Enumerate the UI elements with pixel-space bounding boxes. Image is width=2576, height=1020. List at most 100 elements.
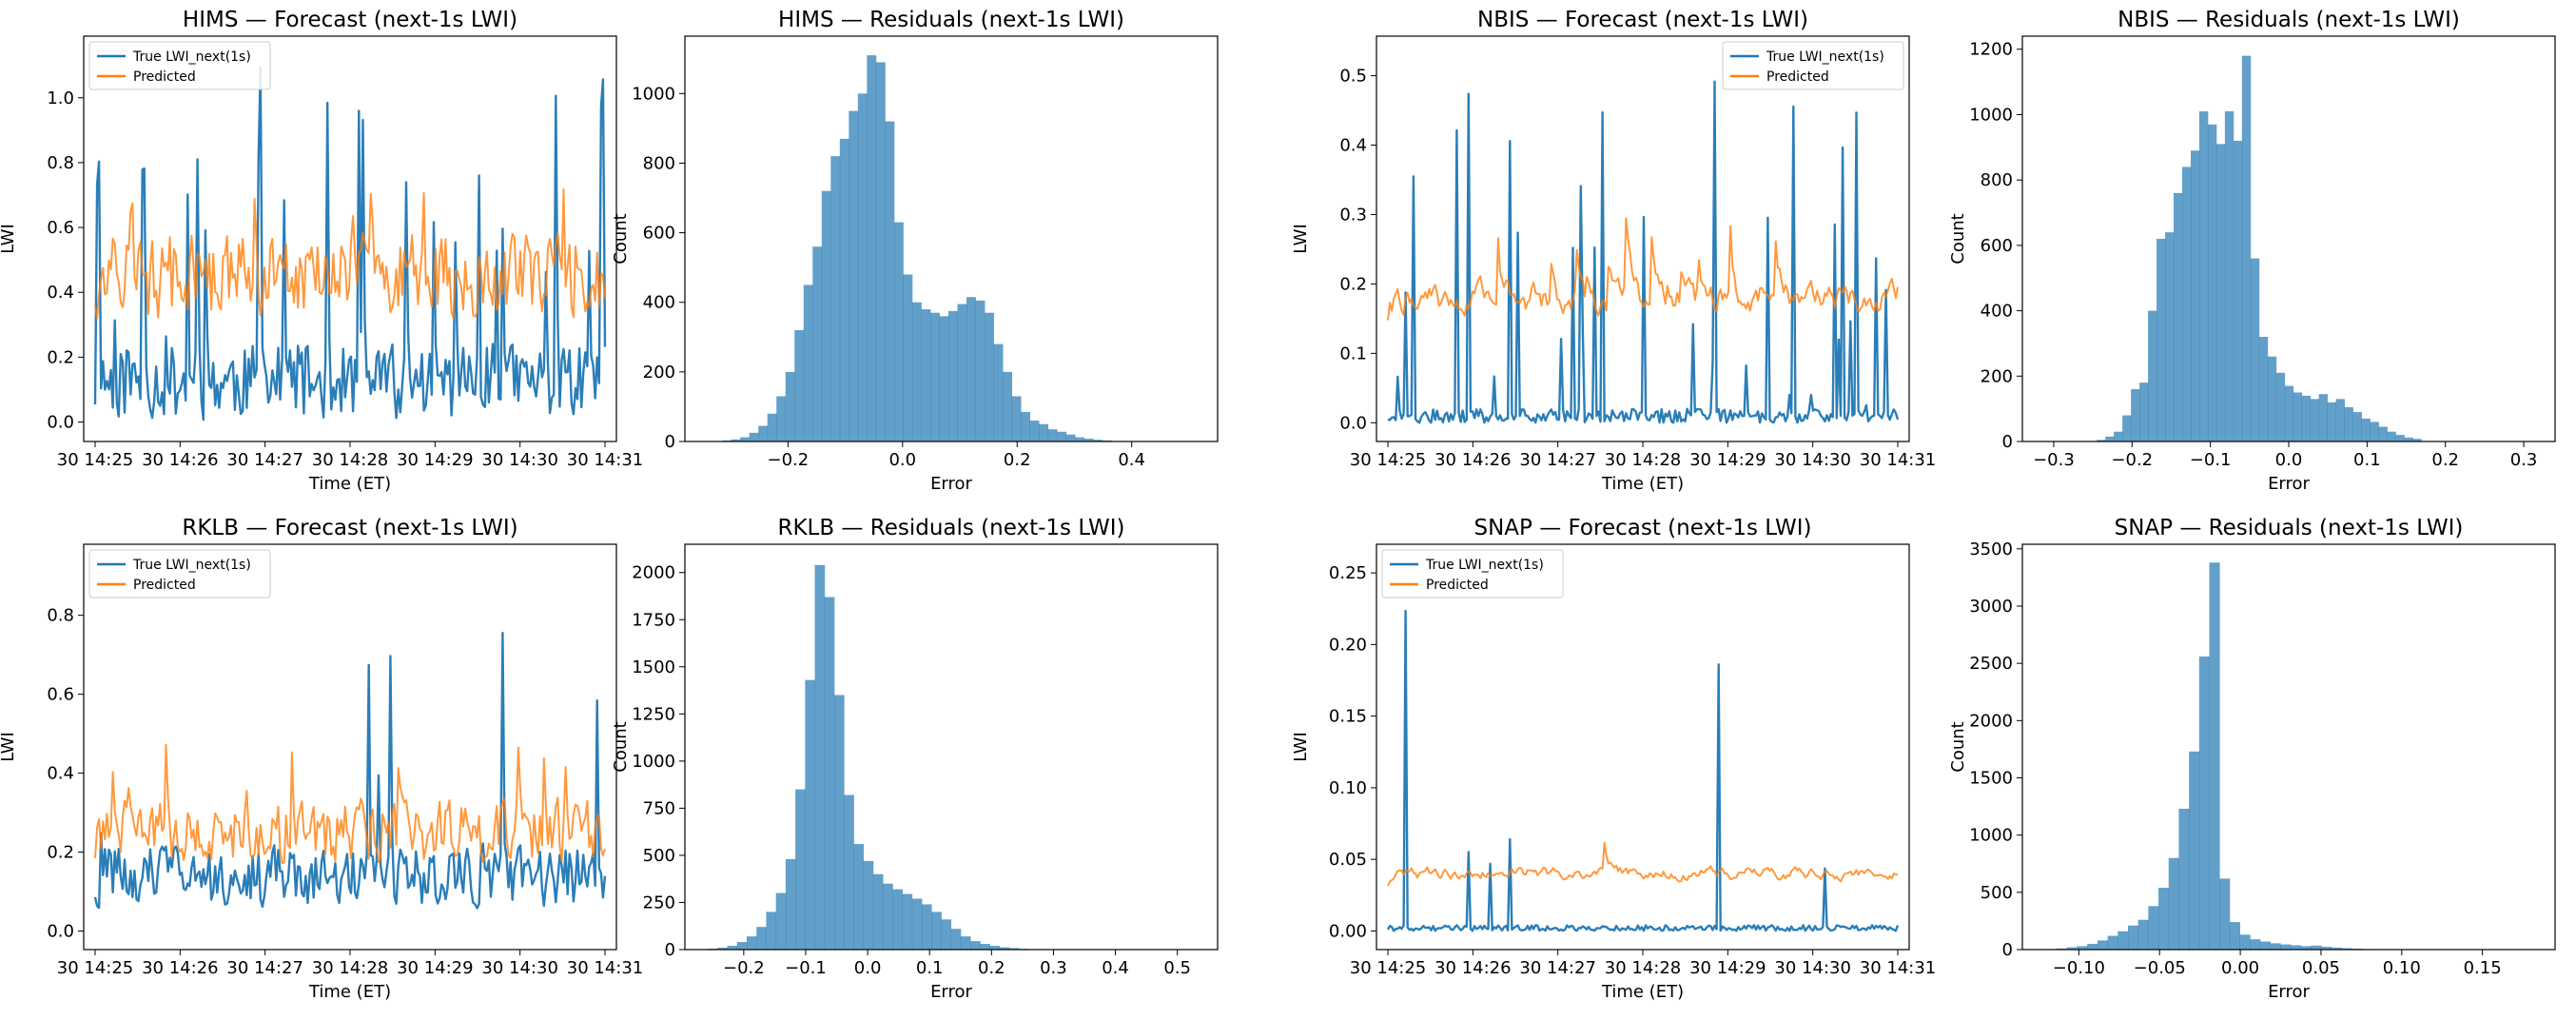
- histogram-bar: [2361, 418, 2371, 441]
- histogram-bar: [746, 936, 757, 950]
- x-tick-label: 30 14:31: [567, 958, 644, 978]
- legend: True LWI_next(1s) Predicted: [1722, 41, 1904, 90]
- histogram-bar: [2114, 431, 2123, 441]
- histogram-bar: [2318, 394, 2328, 441]
- histogram-bar: [2293, 392, 2303, 441]
- x-tick-label: −0.1: [785, 958, 827, 978]
- y-tick-label: 500: [1981, 883, 2013, 903]
- histogram-bar: [731, 439, 741, 441]
- x-tick-label: 30 14:30: [1774, 450, 1851, 470]
- histogram-bar: [903, 274, 913, 441]
- y-tick-label: 400: [1981, 302, 2013, 322]
- histogram-bar: [2258, 337, 2269, 441]
- legend-label: True LWI_next(1s): [1425, 558, 1544, 573]
- x-tick-label: 30 14:27: [1519, 450, 1596, 470]
- histogram-bar: [1011, 396, 1022, 441]
- y-tick-label: 0.0: [1339, 413, 1367, 433]
- y-tick-label: 2500: [1969, 654, 2013, 674]
- chart-6: SNAP — Forecast (next-1s LWI) 30 14:25 30 …: [1291, 516, 1936, 1002]
- y-tick-label: 2000: [632, 563, 675, 583]
- legend-label: Predicted: [1766, 69, 1829, 85]
- x-axis-label: Error: [2268, 982, 2310, 1002]
- legend-label: Predicted: [133, 69, 196, 85]
- histogram-bar: [1075, 437, 1085, 441]
- axes-frame: [684, 543, 1219, 951]
- x-tick-label: 30 14:31: [1860, 450, 1937, 470]
- histogram-bar: [929, 312, 940, 441]
- histogram-bar: [1039, 423, 1049, 441]
- y-tick-label: 0.0: [47, 922, 74, 942]
- y-axis-label: LWI: [1291, 732, 1311, 761]
- histogram-bar: [2241, 55, 2252, 442]
- legend-box: [88, 41, 271, 90]
- legend-label: Predicted: [1426, 578, 1489, 593]
- y-tick-label: 3000: [1969, 597, 2013, 617]
- x-tick-label: 30 14:26: [142, 450, 219, 470]
- x-tick-label: 30 14:30: [481, 958, 558, 978]
- histogram-bar: [2207, 124, 2217, 441]
- chart-title: HIMS — Forecast (next-1s LWI): [183, 8, 517, 32]
- y-tick-label: 600: [1981, 236, 2013, 256]
- histogram-bar: [970, 941, 981, 950]
- histogram-bar: [950, 929, 962, 950]
- x-axis-label: Error: [930, 474, 972, 494]
- x-tick-label: 30 14:31: [1860, 958, 1937, 978]
- histogram-bar: [749, 432, 759, 441]
- true-lwi-series-line: [93, 632, 607, 910]
- x-tick-label: 30 14:26: [1434, 958, 1512, 978]
- histogram-bar: [2097, 440, 2106, 441]
- x-tick-label: 0.0: [2275, 450, 2303, 470]
- histogram-bar: [2198, 111, 2209, 442]
- histogram-bar: [812, 246, 823, 441]
- histogram-bar: [1083, 439, 1094, 441]
- y-tick-label: 0.00: [1329, 921, 1367, 941]
- y-tick-label: 800: [643, 153, 675, 173]
- chart-5: RKLB — Residuals (next-1s LWI) −0.2 −0.1 0.…: [611, 516, 1219, 1002]
- histogram-bar: [839, 138, 849, 441]
- y-tick-label: 200: [643, 363, 675, 382]
- histogram-bar: [921, 309, 931, 441]
- y-tick-label: 0: [665, 940, 675, 960]
- histogram-bar: [1047, 429, 1058, 441]
- histogram-bar: [863, 860, 874, 950]
- histogram-bar: [2224, 111, 2234, 442]
- histogram-bar: [2139, 382, 2149, 441]
- histogram-bar: [1003, 371, 1012, 441]
- histogram-bar: [1065, 434, 1076, 441]
- histogram-bar: [2165, 232, 2175, 441]
- legend: True LWI_next(1s) Predicted: [88, 549, 271, 598]
- chart-title: NBIS — Residuals (next-1s LWI): [2117, 8, 2460, 32]
- histogram-bar: [883, 883, 893, 950]
- y-tick-label: 1500: [632, 657, 675, 677]
- x-tick-label: 0.0: [888, 450, 916, 470]
- x-axis-label: Time (ET): [1601, 982, 1684, 1002]
- x-tick-label: 0.00: [2221, 958, 2259, 978]
- chart-0: HIMS — Forecast (next-1s LWI) 30 14:25 30 …: [0, 8, 643, 494]
- histogram-bar: [2395, 435, 2405, 441]
- histogram-bar: [2270, 943, 2281, 950]
- histogram-bar: [1029, 421, 1040, 441]
- axes-frame: [2021, 543, 2556, 951]
- histogram-bar: [844, 794, 854, 950]
- x-tick-label: 0.2: [2431, 450, 2459, 470]
- y-axis-label: LWI: [0, 732, 18, 761]
- histogram-bar: [794, 329, 805, 441]
- chart-3: NBIS — Residuals (next-1s LWI) −0.3 −0.2 −0…: [1948, 8, 2556, 494]
- legend-label: True LWI_next(1s): [132, 49, 251, 65]
- legend: True LWI_next(1s) Predicted: [88, 41, 271, 90]
- predicted-series-line: [94, 743, 606, 865]
- x-tick-label: 0.1: [2353, 450, 2381, 470]
- y-tick-label: 0.4: [1339, 136, 1367, 156]
- y-tick-label: 1750: [632, 610, 675, 630]
- histogram-bar: [1009, 948, 1020, 950]
- y-axis-label: LWI: [0, 224, 18, 253]
- histogram-bar: [1057, 431, 1067, 441]
- histogram-bar: [2284, 385, 2294, 441]
- y-tick-label: 0.2: [1339, 274, 1367, 294]
- x-tick-label: 30 14:31: [567, 450, 644, 470]
- x-tick-label: 30 14:29: [1689, 450, 1766, 470]
- predicted-series-line: [1387, 841, 1899, 887]
- y-tick-label: 800: [1981, 170, 2013, 190]
- histogram-bar: [2198, 656, 2210, 950]
- histogram-bar: [2250, 939, 2261, 950]
